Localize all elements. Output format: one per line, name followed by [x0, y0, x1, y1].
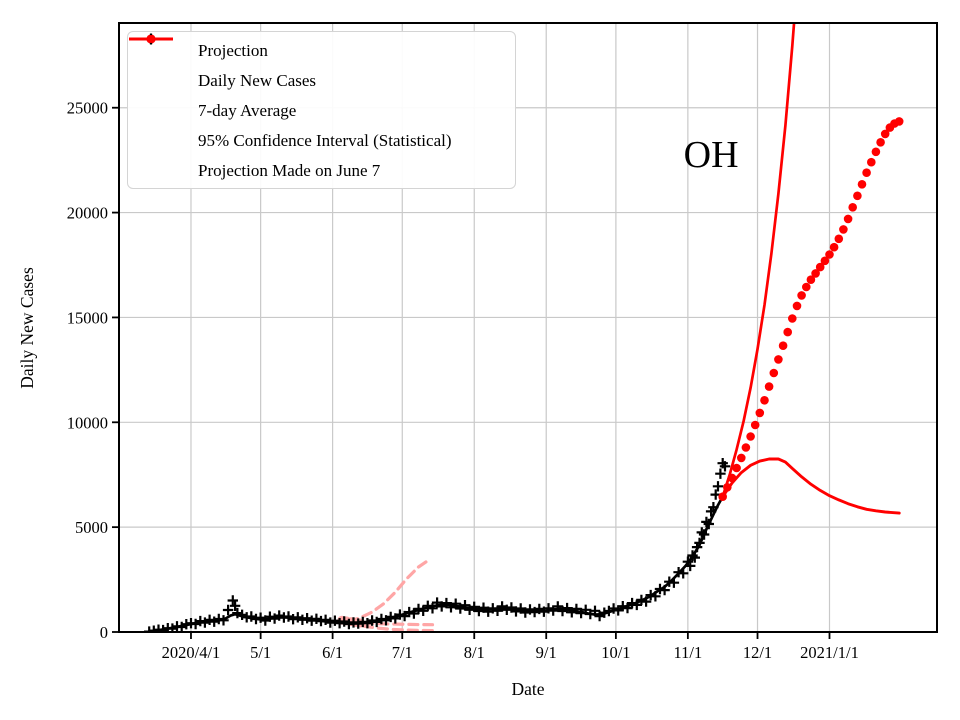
series-projection-dot — [746, 432, 755, 441]
x-tick-label: 10/1 — [601, 643, 630, 662]
series-projection-dot — [783, 327, 792, 337]
x-tick-label: 6/1 — [322, 643, 343, 662]
series-projection-dot — [867, 157, 876, 167]
y-tick-label: 20000 — [67, 204, 108, 223]
series-projection-dot — [834, 234, 844, 244]
legend-item-label: 95% Confidence Interval (Statistical) — [198, 131, 452, 150]
series-projection-dot — [848, 203, 857, 212]
series-projection-dot — [732, 463, 741, 473]
series-projection-dot — [806, 275, 816, 285]
gridlines — [119, 23, 937, 632]
series-projection-dot — [774, 355, 783, 364]
series-projection-dot — [815, 262, 825, 272]
x-tick-label: 8/1 — [464, 643, 485, 662]
legend-item-daily-new-cases: Daily New Cases — [128, 33, 515, 96]
axes-frame — [118, 22, 938, 633]
x-axis-label: Date — [511, 679, 544, 699]
series-june7-ci-upper — [347, 559, 430, 624]
series-projection-dot — [727, 473, 737, 483]
x-tick-label: 9/1 — [536, 643, 557, 662]
series-projection-dot — [741, 443, 751, 452]
series-projection-dot — [871, 147, 881, 157]
series-projection-dot — [755, 408, 765, 418]
legend-item-label: Daily New Cases — [198, 71, 317, 90]
series-projection-dot — [737, 453, 746, 463]
series-projection-dot — [829, 242, 839, 252]
series-projection-dot — [788, 314, 797, 323]
series-7-day-average — [147, 495, 725, 632]
series-95-ci-upper — [721, 23, 796, 499]
series-projection-dot — [825, 250, 834, 259]
legend-item-confidence-interval: 95% Confidence Interval (Statistical) — [128, 35, 515, 156]
series-95-ci-lower — [721, 457, 901, 515]
series-projection-dot — [778, 341, 788, 351]
series-daily-new-cases — [144, 458, 731, 632]
series-projection-dot — [862, 168, 871, 177]
series-projection-dot — [760, 396, 769, 405]
x-tick-label: 2021/1/1 — [800, 643, 859, 662]
series-projection-dot — [894, 117, 904, 126]
legend-item-june7-projection: Projection Made on June 7 — [128, 37, 515, 186]
x-tick-label: 12/1 — [743, 643, 772, 662]
legend-item-label: Projection Made on June 7 — [198, 161, 381, 180]
x-tick-label: 5/1 — [250, 643, 271, 662]
axis-ticks — [112, 106, 831, 639]
plot-series — [144, 23, 904, 632]
y-axis-label: Daily New Cases — [17, 267, 37, 389]
y-tick-label: 10000 — [67, 413, 108, 432]
y-tick-label: 0 — [100, 623, 108, 642]
series-projection — [718, 117, 904, 502]
y-tick-label: 5000 — [75, 518, 108, 537]
series-projection-dot — [876, 138, 885, 147]
y-tick-label: 25000 — [67, 99, 108, 118]
series-projection-dot — [857, 180, 867, 189]
tick-labels: 2020/4/1 5/1 6/1 7/1 8/1 9/1 10/1 11/1 12/1 2021/… — [67, 99, 859, 662]
series-projection-dot — [797, 291, 806, 300]
legend-item-label: Projection — [198, 41, 268, 60]
series-projection-dot — [750, 420, 760, 430]
legend: Projection Daily New Cases 7-day Average… — [127, 31, 516, 189]
x-tick-label: 7/1 — [392, 643, 413, 662]
x-tick-label: 2020/4/1 — [162, 643, 221, 662]
series-projection-dot — [839, 225, 848, 234]
state-annotation: OH — [684, 134, 739, 176]
series-projection-dot — [880, 129, 890, 139]
series-projection-dot — [792, 301, 802, 311]
series-projection-dot — [718, 492, 727, 502]
legend-item-projection: Projection — [128, 34, 515, 66]
series-projection-dot — [723, 483, 732, 492]
series-projection-dot — [811, 269, 820, 278]
series-projection-dot — [802, 282, 811, 292]
series-projection-dot — [764, 382, 774, 391]
series-projection-dot — [853, 191, 862, 201]
y-tick-label: 15000 — [67, 308, 108, 327]
legend-item-label: 7-day Average — [198, 101, 297, 120]
series-projection-dot — [769, 368, 779, 378]
series-projection-dot — [820, 256, 830, 266]
legend-item-7-day-average: 7-day Average — [128, 37, 515, 126]
series-projection-dot — [843, 214, 853, 224]
x-tick-label: 11/1 — [673, 643, 702, 662]
